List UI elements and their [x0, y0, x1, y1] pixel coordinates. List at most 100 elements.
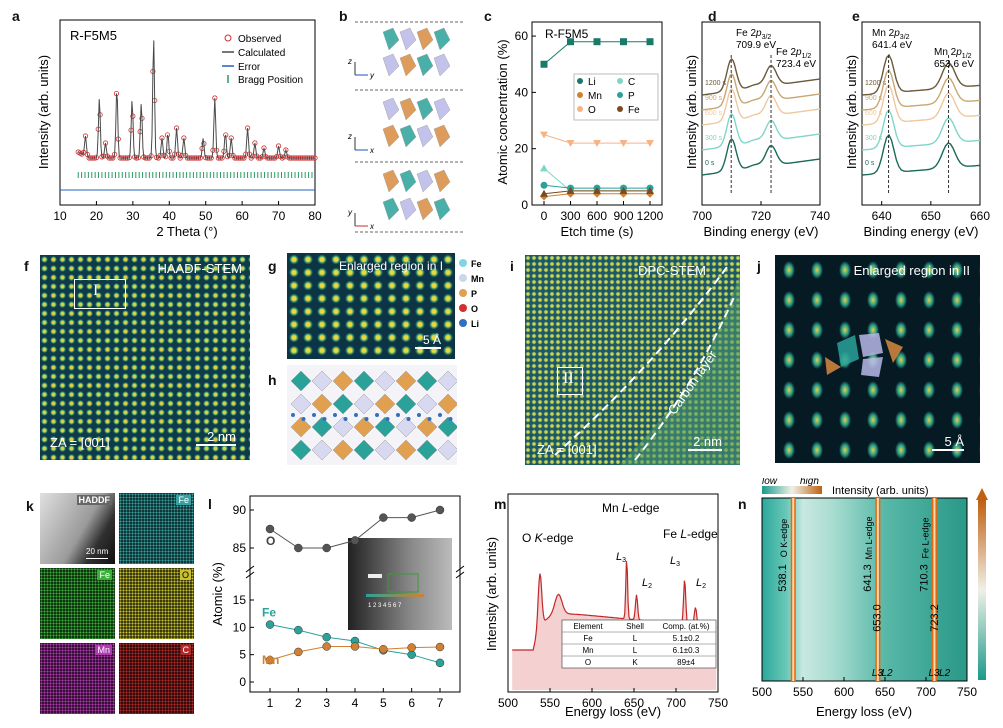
li-atom — [343, 417, 348, 421]
point-fe — [540, 189, 548, 197]
polyhedron — [353, 370, 375, 392]
x-tick-label: 650 — [875, 685, 895, 699]
li-atom — [364, 417, 369, 421]
edge-label-mn: Mn L-edge — [602, 501, 660, 515]
enlarged-region-ii: Enlarged region in II 5 Å — [775, 255, 980, 463]
x-tick-label: 500 — [752, 685, 772, 699]
svg-text:x: x — [369, 146, 375, 155]
table-header: Element — [573, 622, 603, 631]
polyhedron — [382, 53, 400, 77]
peak2-value: 653.6 eV — [934, 59, 974, 70]
time-label: 900 s — [705, 95, 723, 102]
polyhedron — [416, 197, 434, 221]
observed-point — [283, 147, 289, 153]
edge-energy-label: 653.0 — [871, 604, 883, 632]
svg-text:z: z — [347, 132, 352, 141]
polyhedron — [416, 439, 438, 461]
svg-text:y: y — [347, 208, 353, 217]
y-tick-label: 90 — [233, 503, 247, 517]
x-axis-label: Binding energy (eV) — [704, 224, 819, 239]
x-tick-label: 1200 — [637, 209, 664, 223]
x-tick-label: 0 — [541, 209, 548, 223]
axis-break — [245, 565, 255, 573]
x-axis-label: Binding energy (eV) — [864, 224, 979, 239]
point-li — [620, 38, 627, 46]
polyhedron — [382, 124, 400, 148]
table-cell: 6.1±0.3 — [673, 646, 700, 655]
shell-label: L3 — [928, 668, 940, 679]
li-atom — [301, 417, 306, 421]
polyhedron — [416, 124, 434, 148]
eds-tile-o: O — [119, 568, 194, 639]
polyhedron — [437, 416, 457, 438]
li-atom — [312, 413, 316, 417]
point-o — [566, 140, 575, 148]
scale-label: 2 nm — [693, 434, 722, 449]
edge-energy-label: 723.2 — [929, 604, 941, 632]
li-atom — [406, 417, 411, 421]
shell-label: L3 — [872, 668, 884, 679]
x-tick-label: 700 — [916, 685, 936, 699]
li-atom — [333, 413, 337, 417]
point-o — [322, 543, 331, 553]
legend-label-c: C — [628, 77, 635, 88]
x-tick-label: 720 — [751, 209, 771, 223]
y-tick-label: 0 — [239, 675, 246, 689]
polyhedron — [437, 439, 457, 461]
polyhedron — [433, 124, 451, 148]
point-fe — [593, 186, 601, 194]
polyhedron — [395, 370, 417, 392]
eds-tile-fe: Fe — [119, 493, 194, 564]
spectrum-2 — [701, 87, 821, 126]
polyhedron — [374, 439, 396, 461]
x-tick-label: 70 — [272, 209, 286, 223]
composition-table: Element Shell Comp. (at.%) Fe L 5.1±0.2 Mn L 6.1… — [561, 619, 717, 669]
point-fe — [322, 632, 331, 642]
polyhedron — [332, 416, 354, 438]
time-label: 300 s — [865, 135, 883, 142]
eds-tile-fe-green: Fe — [40, 568, 115, 639]
colorbar-low: low — [762, 478, 778, 487]
x-tick-label: 60 — [235, 209, 249, 223]
region-label: II — [563, 370, 574, 387]
polyhedron — [382, 169, 400, 193]
xrd-plot: R-F5M5 Observed Calculated Error Bragg P… — [36, 19, 322, 239]
x-tick-label: 650 — [624, 696, 644, 710]
panel-label-k: k — [26, 498, 34, 514]
legend-calculated: Calculated — [238, 48, 285, 59]
edge-label-o: O K-edge — [522, 531, 574, 545]
x-ticks: 10 20 30 40 50 60 70 80 — [53, 201, 322, 223]
polyhedron — [332, 439, 354, 461]
li-atom — [427, 417, 432, 421]
polyhedron — [416, 416, 438, 438]
polyhedron — [311, 416, 333, 438]
polyhedron — [395, 393, 417, 415]
tile-label: Mn — [95, 645, 112, 655]
edge-energy-label: 538.1 — [777, 564, 789, 592]
axis-break — [245, 571, 255, 579]
legend-dot-li — [459, 319, 467, 327]
x-tick-label: 20 — [90, 209, 104, 223]
eds-tile-haadf: HADDF 20 nm — [40, 493, 115, 564]
legend-bragg: Bragg Position — [238, 75, 303, 86]
scale-label: 2 nm — [207, 429, 236, 444]
point-li — [567, 38, 574, 46]
legend-dot-o — [459, 304, 467, 312]
overlay-polyhedra — [825, 333, 903, 377]
spectrum-3 — [861, 108, 981, 151]
x-tick-label: 550 — [540, 696, 560, 710]
panel-label-e: e — [852, 8, 860, 24]
structure-model — [287, 365, 457, 465]
li-atom — [322, 417, 327, 421]
y-axis-label: Atomic (%) — [210, 562, 225, 626]
point-fe — [566, 186, 575, 194]
polyhedron — [353, 393, 375, 415]
polyhedron — [382, 97, 400, 121]
panel-c: c R-F5M5 0 20 40 60 0 300 600 900 1200 Li C Mn P O Fe… — [470, 0, 695, 240]
polyhedron — [374, 416, 396, 438]
polyhedron — [332, 393, 354, 415]
scale-bar — [415, 347, 441, 349]
axis-break — [455, 571, 465, 579]
